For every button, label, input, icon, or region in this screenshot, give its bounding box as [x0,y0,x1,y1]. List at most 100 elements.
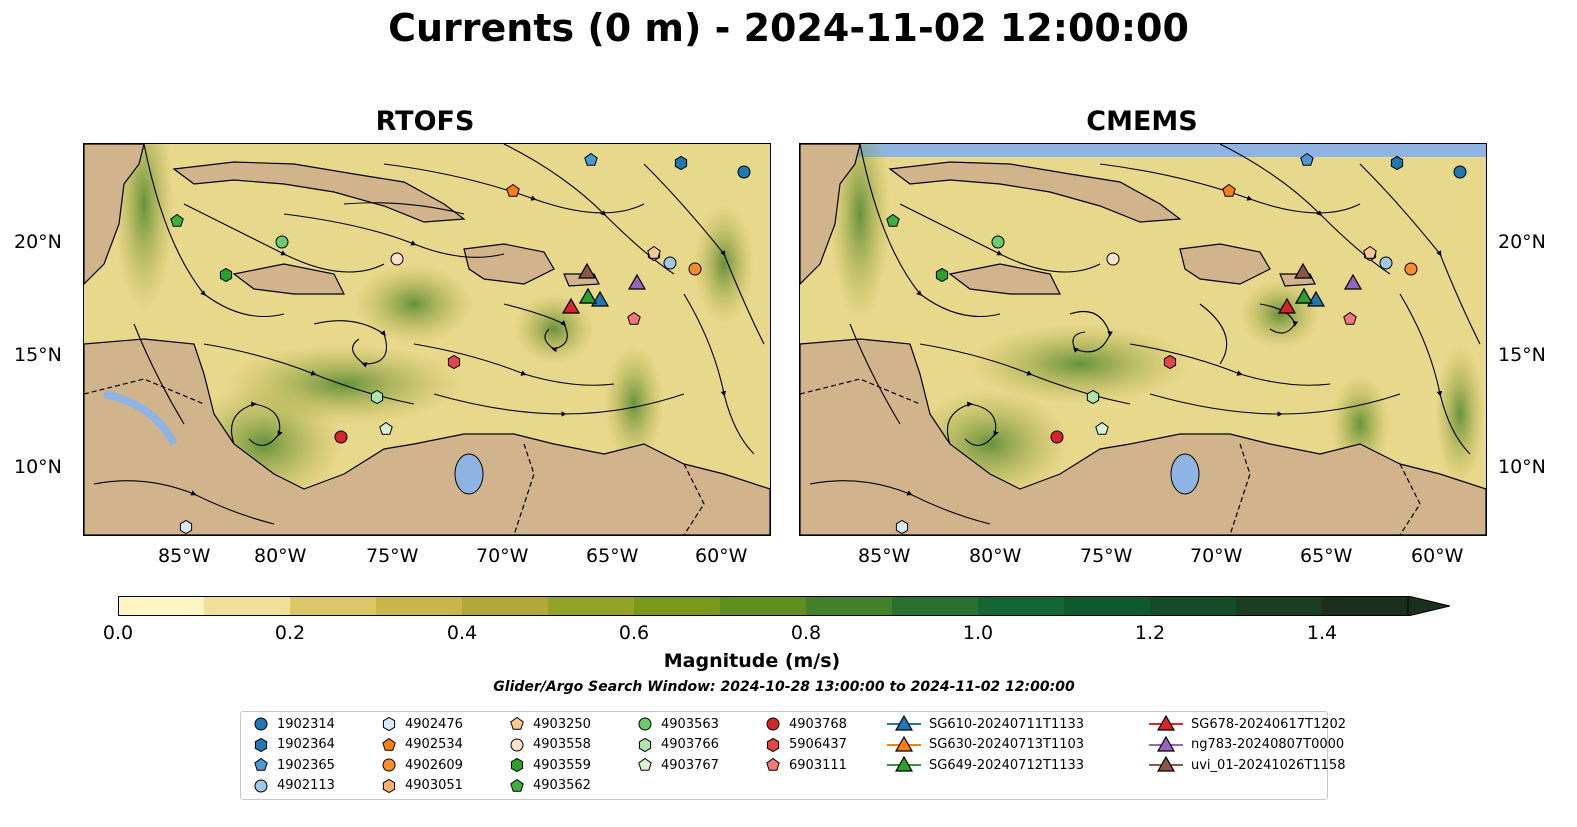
colorbar-segment [634,596,721,616]
colorbar-tick-label: 1.0 [962,622,994,644]
rtofs-map-canvas [84,144,770,535]
colorbar-tick-label: 0.8 [790,622,822,644]
marker-sg649-20240712t1133[interactable] [1294,287,1314,304]
legend-item: 4903562 [509,776,591,796]
marker-6903111[interactable] [627,311,641,325]
marker-4902609[interactable] [688,262,702,276]
colorbar-segment [204,596,291,616]
legend-item: 4903559 [509,755,591,775]
lat-label-left: 10°N [14,456,62,478]
marker-sg678-20240617t1202[interactable] [561,297,581,314]
legend-label: SG610-20240711T1133 [929,716,1085,732]
colorbar-segment [1322,596,1409,616]
triangle-marker-icon [887,756,921,772]
marker-1902314[interactable] [737,165,751,179]
legend-label: 4902476 [405,716,463,732]
marker-5906437[interactable] [1163,354,1177,370]
legend-label: 1902365 [277,757,335,773]
marker-5906437[interactable] [447,354,461,370]
marker-4903558[interactable] [390,252,404,266]
rtofs-markers [170,152,751,535]
marker-4903250[interactable] [647,245,661,259]
colorbar-segment [1236,596,1323,616]
legend-item: 5906437 [765,735,847,755]
legend-item: 4903563 [637,714,719,734]
marker-uvi_01-20241026t1158[interactable] [1293,262,1313,279]
legend-item: SG610-20240711T1133 [887,714,1084,734]
colorbar-segment [548,596,635,616]
marker-sg678-20240617t1202[interactable] [1277,297,1297,314]
marker-4902476[interactable] [895,519,909,535]
lon-label-rtofs: 80°W [254,545,307,567]
marker-4902609[interactable] [1404,262,1418,276]
legend-label: ng783-20240807T0000 [1191,737,1345,752]
colorbar-segment [118,596,205,616]
marker-ng783-20240807t0000[interactable] [627,273,647,290]
colorbar-label: Magnitude (m/s) [663,650,841,672]
marker-4903766[interactable] [1086,389,1100,405]
colorbar-tick-label: 0.4 [446,622,478,644]
legend: 1902314 1902364 1902365 4902113 4902476 49025… [240,711,1346,800]
colorbar-tick-label: 0.0 [102,622,134,644]
legend-label: 4902609 [405,757,463,773]
marker-4903563[interactable] [991,235,1005,249]
marker-4902534[interactable] [506,183,520,197]
lon-label-cmems: 70°W [1190,545,1243,567]
triangle-marker-icon [1149,756,1183,772]
circle-marker-icon [254,717,268,731]
cmems-map[interactable] [799,143,1487,536]
rtofs-map[interactable] [83,143,771,536]
lat-label-right: 15°N [1498,344,1546,366]
circle-marker-icon [254,779,268,792]
lon-label-rtofs: 70°W [476,545,529,567]
marker-4903766[interactable] [370,389,384,405]
colorbar-segment [978,596,1065,616]
legend-label: 4903250 [533,716,591,732]
marker-4903559[interactable] [935,267,949,283]
pentagon-marker-icon [510,716,524,730]
marker-4903767[interactable] [1095,421,1109,435]
marker-1902365[interactable] [1300,152,1314,166]
legend-item: 4903250 [509,714,591,734]
marker-4903558[interactable] [1106,252,1120,266]
legend-label: SG649-20240712T1133 [929,757,1085,773]
marker-4903562[interactable] [170,213,184,227]
legend-item: 4903558 [509,735,591,755]
marker-6903111[interactable] [1343,311,1357,325]
colorbar-segment [806,596,893,616]
pentagon-marker-icon [510,778,524,792]
legend-item: SG649-20240712T1133 [887,755,1084,775]
triangle-marker-icon [1149,715,1183,731]
marker-4903562[interactable] [886,213,900,227]
pentagon-marker-icon [766,757,780,771]
marker-1902365[interactable] [584,152,598,166]
marker-4902476[interactable] [179,519,193,535]
colorbar-tick-label: 1.2 [1134,622,1166,644]
marker-4903250[interactable] [1363,245,1377,259]
colorbar-extend-arrow [1407,596,1450,616]
colorbar-segment [462,596,549,616]
lon-label-rtofs: 65°W [586,545,639,567]
legend-label: 4903051 [405,778,463,793]
marker-4903768[interactable] [1050,430,1064,444]
marker-uvi_01-20241026t1158[interactable] [577,262,597,279]
marker-4903768[interactable] [334,430,348,444]
marker-1902314[interactable] [1453,165,1467,179]
legend-label: 5906437 [789,737,847,752]
legend-label: SG630-20240713T1103 [929,737,1085,752]
marker-4903559[interactable] [219,267,233,283]
marker-4902113[interactable] [663,256,677,270]
marker-4903767[interactable] [379,421,393,435]
marker-1902364[interactable] [1390,155,1404,171]
legend-label: 1902314 [277,716,335,732]
colorbar-segment [892,596,979,616]
marker-ng783-20240807t0000[interactable] [1343,273,1363,290]
marker-4902113[interactable] [1379,256,1393,270]
marker-4902534[interactable] [1222,183,1236,197]
legend-label: 1902364 [277,737,335,752]
legend-item: 4903766 [637,735,719,755]
marker-sg649-20240712t1133[interactable] [578,287,598,304]
circle-marker-icon [766,717,780,731]
marker-1902364[interactable] [674,155,688,171]
marker-4903563[interactable] [275,235,289,249]
